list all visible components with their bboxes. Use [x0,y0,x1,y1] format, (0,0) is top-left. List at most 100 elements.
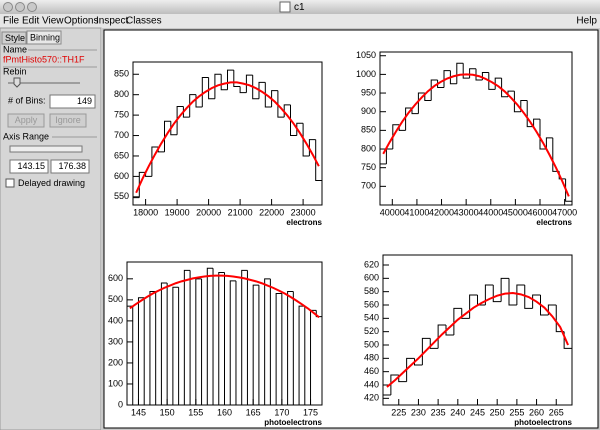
x-tick-label: 240 [450,407,465,417]
histogram-bin [220,74,228,91]
histogram-bin [277,90,285,118]
x-tick-label: 245 [470,407,485,417]
histogram-bin [456,62,464,84]
histogram-bin [246,270,254,406]
button[interactable] [7,113,45,128]
tab-label[interactable]: Binning [30,32,60,42]
histogram-bin [462,63,470,79]
histogram-bin [421,337,431,365]
input-value[interactable]: 143.15 [17,161,45,171]
editor-panel [0,27,102,430]
button[interactable] [49,113,87,128]
y-tick-label: 700 [361,181,376,191]
label: Axis Range [3,131,49,141]
histogram-bin [445,325,454,336]
button-label[interactable]: Apply [15,115,38,125]
x-tick-label: 41000 [404,207,429,217]
y-tick-label: 580 [364,286,379,296]
x-tick-label: 45000 [503,207,528,217]
tab[interactable] [1,31,27,45]
x-tick-label: 42000 [429,207,454,217]
menu-item[interactable]: Options [64,16,98,27]
menu-item[interactable]: Inspect [96,16,128,27]
y-tick-label: 1000 [356,69,376,79]
x-tick-label: 255 [509,407,524,417]
histogram-bin [170,121,178,136]
help-menu[interactable]: Help [576,16,597,27]
fit-curve [135,81,320,194]
minimize-button[interactable] [15,2,25,12]
y-tick-label: 700 [114,130,129,140]
y-tick-label: 800 [114,89,129,99]
checkbox-label[interactable]: Delayed drawing [18,178,85,188]
x-tick-label: 18000 [133,207,158,217]
histogram-bin [182,106,190,118]
menu-item[interactable]: Classes [126,16,162,27]
x11-icon [279,1,291,13]
histogram-bin [264,82,272,108]
histogram-bin [475,68,483,81]
histogram-bin [488,72,496,90]
x-tick-label: 20000 [196,207,221,217]
histogram-bin [245,74,253,93]
menu-item[interactable]: View [42,16,64,27]
y-tick-label: 400 [108,315,123,325]
input[interactable] [49,94,96,109]
x-tick-label: 260 [529,407,544,417]
x-tick-label: 23000 [291,207,316,217]
range-slider[interactable] [9,145,83,153]
y-tick-label: 750 [114,109,129,119]
x-tick-label: 145 [131,407,146,417]
histogram-bin [166,283,173,406]
y-tick-label: 300 [108,336,123,346]
y-tick-label: 520 [364,326,379,336]
x-tick-label: 155 [188,407,203,417]
histogram-bin [513,91,521,113]
histogram-bin [172,286,179,405]
slider-handle[interactable] [13,77,21,88]
close-button[interactable] [3,2,13,12]
histogram-bin [437,324,446,349]
histogram-bin [405,107,412,131]
histogram-bin [292,291,300,406]
y-tick-label: 0 [118,399,123,409]
histogram-bin [315,139,322,181]
input[interactable] [50,159,90,174]
histogram-bin [508,278,517,306]
window-title: c1 [294,2,305,13]
input-value[interactable]: 149 [77,96,92,106]
zoom-button[interactable] [27,2,37,12]
y-tick-label: 750 [361,162,376,172]
checkbox[interactable] [5,178,15,188]
histogram-bin [212,268,219,406]
y-tick-label: 650 [114,150,129,160]
y-tick-label: 200 [108,357,123,367]
input-value[interactable]: 176.38 [58,161,86,171]
histogram-bin [233,70,241,88]
histogram-bin [281,293,288,406]
y-tick-label: 850 [114,69,129,79]
menu-item[interactable]: File [3,16,20,27]
histogram-bin [201,278,208,406]
histogram-bin [258,285,265,406]
tab-active[interactable] [26,30,62,45]
label: Name [3,44,27,54]
histogram-bin [189,94,196,118]
histogram-bin [271,90,278,107]
x-axis-label: electrons [286,218,322,227]
input[interactable] [9,159,49,174]
histogram-bin [269,278,277,406]
button-label[interactable]: Ignore [55,115,81,125]
x-tick-label: 46000 [527,207,552,217]
menu-item[interactable]: Edit [22,16,39,27]
x-tick-label: 160 [217,407,232,417]
plot-frame [132,61,323,206]
x-tick-label: 175 [303,407,318,417]
histogram-bin [235,280,242,406]
histogram-bin [149,290,156,405]
y-tick-label: 1050 [356,50,376,60]
histogram-bin [565,178,572,202]
histogram-bin [545,137,553,150]
y-tick-label: 850 [361,125,376,135]
tab-label[interactable]: Style [5,33,25,43]
